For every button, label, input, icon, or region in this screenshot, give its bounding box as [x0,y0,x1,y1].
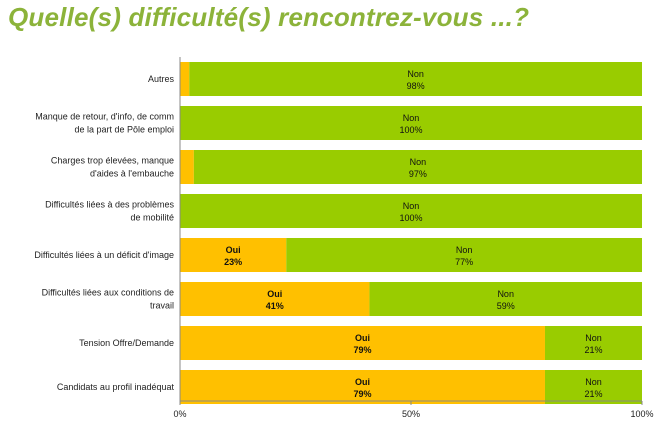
bar-segment-oui [180,370,545,404]
data-label: Non 100% [399,201,422,223]
bar-segment-non [193,150,643,184]
bar-segment-non [544,326,642,360]
category-label: Difficultés liées à des problèmes de mobi… [45,200,174,223]
bar-segment-non [180,194,642,228]
bar-segment-oui [180,326,545,360]
data-label: Non 77% [455,245,473,267]
category-label: Candidats au profil inadéquat [57,382,175,392]
page-title: Quelle(s) difficulté(s) rencontrez-vous … [8,2,530,32]
data-label: Non 98% [407,69,425,91]
category-label: Charges trop élevées, manque d'aides à l'… [51,156,174,179]
bar-segment-non [544,370,642,404]
bar-segment-non [180,106,642,140]
x-tick-label: 0% [173,409,186,419]
data-label: Oui 79% [353,333,371,355]
plot-area: Autres Non 98% Manque de retour, d'info, de… [34,57,654,419]
category-label: Autres [148,74,175,84]
data-label: Non 97% [409,157,427,179]
data-label: Non 21% [584,333,602,355]
bar-segment-oui [180,238,287,272]
bar-segment-non [189,62,643,96]
data-label: Non 21% [584,377,602,399]
category-label: Manque de retour, d'info, de comm de la p… [35,112,174,135]
bar-segment-oui [180,62,190,96]
data-label: Oui 79% [353,377,371,399]
data-label: Oui 23% [224,245,242,267]
data-label: Non 59% [497,289,515,311]
bar-segment-oui [180,150,194,184]
category-label: Difficultés liées à un déficit d'image [34,250,174,260]
bar-segment-non [286,238,642,272]
data-label: Non 100% [399,113,422,135]
data-label: Oui 41% [266,289,284,311]
category-label: Difficultés liées aux conditions de trava… [42,288,174,311]
bar-segment-non [369,282,642,316]
bar-segment-oui [180,282,370,316]
x-tick-label: 100% [630,409,653,419]
category-label: Tension Offre/Demande [79,338,174,348]
x-tick-label: 50% [402,409,420,419]
